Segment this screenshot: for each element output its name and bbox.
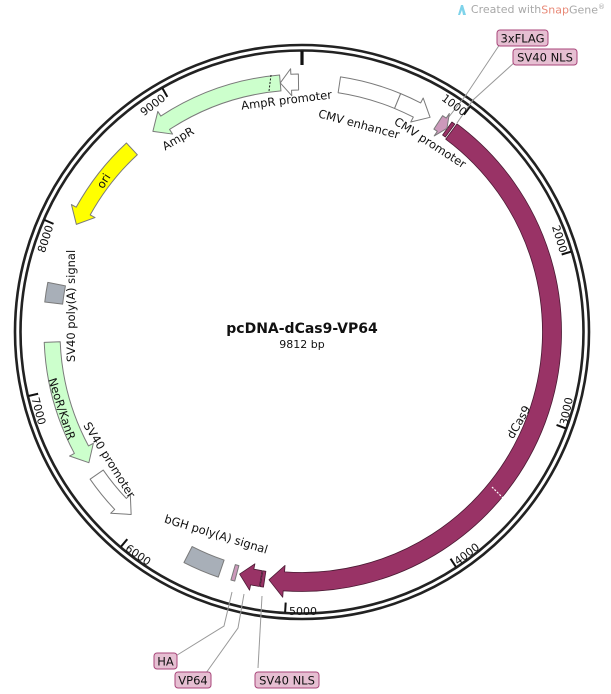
tick-8000 <box>43 218 54 225</box>
tick-7000 <box>28 392 39 398</box>
snapgene-watermark: Created with SnapGene® <box>457 3 605 17</box>
callout-leaders <box>173 43 516 674</box>
snapgene-logo-icon <box>457 4 466 15</box>
label-bgh-polya: bGH poly(A) signal <box>163 512 270 557</box>
tick-label-5000: 5000 <box>289 605 317 618</box>
label-neor-kanr: NeoR/KanR <box>45 376 78 441</box>
logo-prefix: Created with <box>470 3 542 17</box>
ampr-dashed-mark <box>268 74 272 92</box>
feature-cmv-promoter[interactable] <box>394 93 431 123</box>
tick-9000 <box>161 87 169 98</box>
tick-4000 <box>449 558 457 568</box>
leader-vp64 <box>205 593 245 674</box>
callout-sv40-nls-bottom-text: SV40 NLS <box>259 674 315 688</box>
callout-vp64-text: VP64 <box>178 674 207 688</box>
feature-sv40-poly-a-signal[interactable] <box>44 281 66 305</box>
feature-ori[interactable] <box>70 142 138 225</box>
logo-snap: Snap <box>541 3 569 17</box>
callout-ha[interactable]: HA <box>153 652 178 670</box>
callout-sv40-nls-top[interactable]: SV40 NLS <box>512 48 578 66</box>
feature-ampr[interactable] <box>152 74 282 135</box>
plasmid-length: 9812 bp <box>279 338 324 351</box>
leader-sv40-nls-bottom <box>257 595 263 669</box>
tick-label-4000: 4000 <box>452 541 482 568</box>
feature-sv40-nls[interactable] <box>442 121 456 138</box>
tick-marks <box>28 51 572 613</box>
logo-registered: ® <box>598 3 605 11</box>
backbone-ring <box>13 43 591 621</box>
callout-ha-text: HA <box>157 655 174 669</box>
leader-sv40-nls-top <box>456 61 516 124</box>
dcas9-dashed-mark <box>491 486 504 499</box>
feature-ha[interactable] <box>230 564 240 582</box>
callout-sv40-nls-bottom-box <box>254 671 320 689</box>
tick-1000 <box>463 106 471 116</box>
tick-3000 <box>556 424 567 430</box>
feature-3xflag[interactable] <box>433 113 450 137</box>
tick-5000 <box>284 602 287 613</box>
tick-label-6000: 6000 <box>123 542 153 569</box>
feature-sv40-promoter[interactable] <box>89 469 132 516</box>
tick-label-2000: 2000 <box>549 224 570 255</box>
leader-ha <box>173 591 233 658</box>
tick-label-3000: 3000 <box>557 396 576 426</box>
tick-2000 <box>561 250 572 256</box>
feature-vp64[interactable] <box>239 563 263 591</box>
leader-3xflag <box>447 43 501 119</box>
callout-3xflag[interactable]: 3xFLAG <box>496 29 549 47</box>
ring-outer-line <box>13 43 591 621</box>
logo-gene: Gene <box>568 3 598 17</box>
label-sv40-polya: SV40 poly(A) signal <box>64 250 78 362</box>
feature-dcas9[interactable] <box>268 123 562 598</box>
callout-vp64[interactable]: VP64 <box>174 671 212 689</box>
label-ori: ori <box>94 171 114 191</box>
feature-neor-kanr[interactable] <box>43 341 94 464</box>
callout-vp64-box <box>174 671 212 689</box>
callout-ha-box <box>153 652 178 670</box>
tick-label-8000: 8000 <box>35 224 56 255</box>
ring-inner-line <box>19 49 585 615</box>
label-cmv-enhancer: CMV enhancer <box>317 107 402 142</box>
plasmid-name: pcDNA-dCas9-VP64 <box>226 321 378 337</box>
tick-6000 <box>120 538 129 548</box>
callout-sv40-nls-bottom[interactable]: SV40 NLS <box>254 671 320 689</box>
callout-3xflag-text: 3xFLAG <box>501 32 545 46</box>
feature-cmv-enhancer[interactable] <box>337 76 402 109</box>
feature-bgh-poly-a-signal[interactable] <box>183 546 225 578</box>
features-layer <box>43 68 562 598</box>
callout-3xflag-box <box>496 29 549 47</box>
callout-sv40-nls-top-box <box>512 48 578 66</box>
feature-ampr-promoter[interactable] <box>279 68 300 97</box>
callout-sv40-nls-top-text: SV40 NLS <box>517 51 573 65</box>
feature-sv40-nls[interactable] <box>259 570 267 588</box>
